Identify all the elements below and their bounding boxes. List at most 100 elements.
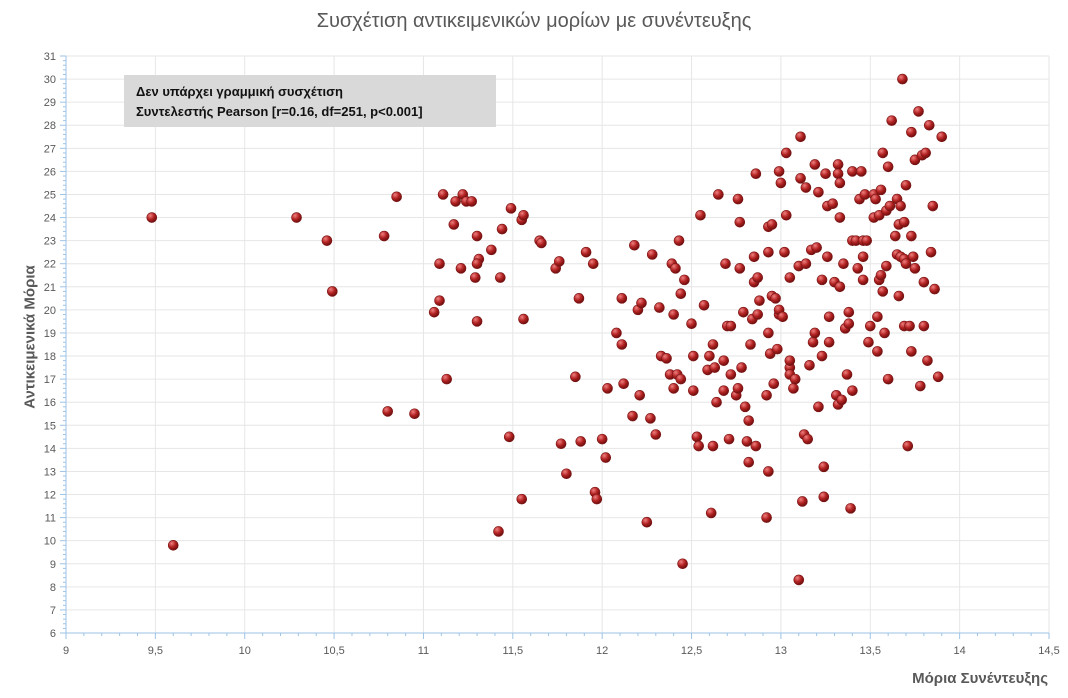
- data-point: [893, 290, 905, 302]
- data-point: [863, 336, 874, 348]
- data-point: [636, 297, 647, 309]
- data-point: [882, 161, 894, 173]
- y-tick-label: 14: [44, 443, 56, 455]
- x-tick-label: 14,5: [1038, 645, 1059, 657]
- axes: [60, 55, 1050, 639]
- data-point: [629, 239, 640, 251]
- data-point: [795, 131, 806, 143]
- data-point: [691, 431, 703, 443]
- data-point: [616, 293, 628, 304]
- data-point: [618, 378, 629, 390]
- data-point: [922, 355, 933, 366]
- y-tick-label: 21: [44, 282, 56, 294]
- data-point: [750, 440, 762, 452]
- data-point: [591, 493, 603, 505]
- data-point: [580, 246, 592, 258]
- data-point: [845, 503, 856, 514]
- data-point: [596, 433, 608, 445]
- data-point: [927, 200, 939, 212]
- y-tick-label: 12: [44, 490, 56, 502]
- data-point: [466, 196, 478, 207]
- data-point: [677, 558, 688, 570]
- y-tick-label: 15: [44, 420, 56, 432]
- data-point: [707, 440, 719, 452]
- y-tick-label: 7: [50, 605, 56, 617]
- data-point: [780, 209, 792, 221]
- data-point: [784, 272, 796, 283]
- data-point: [704, 350, 715, 362]
- data-point: [818, 461, 830, 473]
- data-point: [611, 327, 622, 339]
- data-point: [811, 242, 822, 253]
- data-point: [437, 189, 449, 200]
- data-point: [711, 396, 722, 408]
- chart-title: Συσχέτιση αντικειμενικών μορίων με συνέν…: [316, 10, 752, 32]
- data-point: [909, 263, 921, 274]
- data-point: [167, 539, 179, 551]
- data-point: [897, 73, 908, 85]
- data-point: [668, 383, 679, 394]
- data-point: [469, 272, 481, 283]
- data-point: [698, 299, 710, 311]
- data-point: [816, 350, 828, 362]
- annotation-line-1: Δεν υπάρχει γραμμική συσχέτιση: [136, 84, 343, 99]
- data-point: [763, 327, 774, 339]
- data-point: [906, 230, 917, 242]
- data-point: [675, 373, 687, 385]
- x-tick-label: 9: [63, 645, 69, 657]
- y-tick-label: 28: [44, 120, 56, 132]
- data-point: [788, 383, 799, 394]
- y-tick-label: 27: [44, 143, 56, 155]
- data-point: [752, 272, 763, 283]
- data-point: [834, 281, 846, 293]
- data-point: [428, 306, 440, 318]
- data-point: [471, 230, 483, 242]
- data-point: [748, 251, 760, 263]
- y-tick-label: 22: [44, 259, 56, 271]
- data-point: [836, 394, 847, 406]
- data-point: [827, 198, 839, 210]
- data-point: [725, 320, 737, 332]
- data-point: [780, 147, 792, 159]
- data-point: [707, 339, 719, 350]
- data-point: [734, 216, 746, 228]
- data-point: [802, 433, 814, 445]
- data-point: [495, 272, 506, 283]
- y-tick-label: 18: [44, 351, 56, 363]
- y-tick-label: 8: [50, 582, 56, 594]
- y-tick-label: 20: [44, 305, 56, 317]
- x-tick-label: 10,5: [323, 645, 344, 657]
- data-point: [434, 258, 445, 270]
- data-point: [327, 286, 338, 297]
- data-point: [693, 440, 704, 452]
- data-point: [493, 526, 504, 537]
- data-point: [900, 258, 912, 270]
- data-point: [763, 466, 774, 477]
- data-point: [536, 237, 547, 249]
- data-point: [688, 350, 699, 362]
- data-point: [448, 219, 460, 230]
- data-point: [852, 263, 864, 274]
- data-point: [813, 186, 824, 198]
- data-point: [832, 168, 844, 180]
- data-point: [843, 318, 855, 330]
- data-point: [555, 438, 567, 450]
- data-point: [750, 168, 762, 180]
- data-point: [823, 311, 835, 323]
- data-point: [553, 256, 565, 267]
- data-point: [784, 355, 796, 366]
- x-tick-label: 9,5: [148, 645, 163, 657]
- data-point: [575, 436, 587, 447]
- data-point: [832, 159, 844, 170]
- data-point: [661, 353, 672, 364]
- data-point: [913, 106, 924, 117]
- y-tick-label: 16: [44, 397, 56, 409]
- data-point: [695, 209, 706, 221]
- data-point: [838, 258, 849, 270]
- data-point: [856, 166, 867, 177]
- data-point: [834, 177, 846, 189]
- data-point: [809, 327, 821, 339]
- data-point: [752, 309, 763, 320]
- x-tick-label: 13,5: [860, 645, 881, 657]
